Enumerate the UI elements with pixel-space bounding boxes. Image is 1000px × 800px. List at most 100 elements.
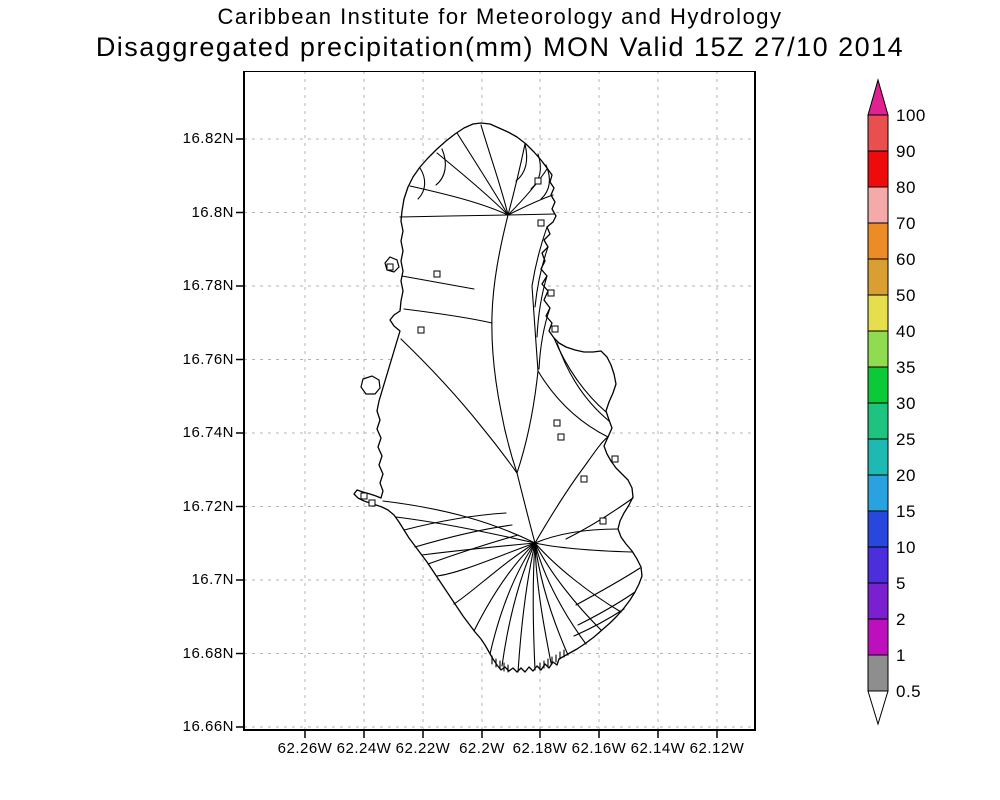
lon-label: 62.18W [512, 740, 568, 757]
colorbar-segment [867, 294, 889, 332]
watershed-boundary-line [534, 528, 619, 544]
watershed-boundary-line [534, 542, 552, 664]
watershed-boundary-line [414, 524, 513, 548]
watershed-boundary-line [534, 542, 602, 631]
colorbar-level-label: 70 [896, 214, 916, 233]
colorbar-level-label: 5 [896, 574, 906, 593]
watershed-boundary-line [480, 124, 509, 216]
colorbar-level-label: 10 [896, 538, 916, 557]
station-marker [417, 326, 425, 334]
colorbar-level-label: 2 [896, 610, 906, 629]
plot-title: Disaggregated precipitation(mm) MON Vali… [95, 32, 905, 62]
lon-label: 62.16W [571, 740, 627, 757]
map-panel [236, 71, 756, 738]
watershed-boundary-line [507, 143, 526, 216]
watershed-boundary-line [453, 542, 536, 605]
colorbar-level-label: 40 [896, 322, 916, 341]
station-marker [368, 499, 376, 507]
watershed-boundary-line [532, 542, 536, 671]
station-marker [537, 219, 545, 227]
watershed-boundary-line [573, 608, 625, 637]
watershed-boundary-line [491, 214, 518, 474]
watershed-boundary-line [473, 542, 536, 632]
station-marker [386, 263, 394, 271]
watershed-boundary-line [530, 153, 541, 190]
watershed-boundary-line [516, 370, 539, 474]
lon-label: 62.2W [459, 740, 505, 757]
colorbar-segment [867, 582, 889, 620]
colorbar-legend: 100 90 80 70 60 50 40 35 30 25 20 15 10 5 2 1 0.5 [867, 78, 926, 726]
colorbar-level-label: 0.5 [896, 682, 921, 701]
watershed-boundary-line [399, 213, 556, 218]
station-marker [547, 289, 555, 297]
watershed-boundary-line [540, 164, 550, 200]
watershed-boundary-line [534, 246, 549, 308]
watershed-boundary-line [516, 472, 536, 544]
lon-label: 62.22W [395, 740, 451, 757]
colorbar-segment [867, 654, 889, 692]
watershed-boundary-line [531, 226, 548, 287]
colorbar-level-label: 30 [896, 394, 916, 413]
station-marker [611, 455, 619, 463]
colorbar-segment [867, 186, 889, 224]
lat-label: 16.7N [191, 571, 234, 588]
colorbar-level-label: 35 [896, 358, 916, 377]
watershed-boundary-line [456, 132, 509, 216]
lon-label: 62.12W [689, 740, 745, 757]
map-frame-border [243, 71, 756, 731]
watershed-boundary-line [515, 143, 528, 182]
watershed-boundary-line [435, 148, 446, 186]
colorbar-level-label: 80 [896, 178, 916, 197]
station-marker [599, 517, 607, 525]
station-marker [433, 270, 441, 278]
watershed-boundary-line [417, 167, 426, 200]
watershed-boundary-line [538, 307, 551, 370]
colorbar-segment [867, 150, 889, 188]
watershed-boundary-line [400, 338, 518, 474]
colorbar-segment [867, 330, 889, 368]
lon-label: 62.24W [336, 740, 392, 757]
colorbar-segment [867, 618, 889, 656]
watershed-boundary-line [501, 542, 536, 667]
watershed-boundary-line [517, 542, 536, 673]
watershed-boundary-line [382, 500, 536, 544]
watershed-boundary-line [534, 542, 633, 553]
watershed-boundary-line [421, 542, 536, 556]
watershed-boundary-line [534, 542, 569, 656]
watershed-boundary-line [556, 342, 610, 422]
watershed-boundary-line [436, 542, 536, 577]
colorbar-segment [867, 510, 889, 548]
watershed-boundary-line [575, 567, 641, 606]
station-marker [553, 419, 561, 427]
station-marker [534, 177, 542, 185]
lat-label: 16.78N [182, 277, 234, 294]
watershed-boundary-line [403, 512, 507, 531]
colorbar-segment [867, 438, 889, 476]
colorbar-segment [867, 546, 889, 584]
watershed-boundary-line [507, 168, 548, 216]
colorbar-level-label: 100 [896, 106, 926, 125]
lat-label: 16.74N [182, 424, 234, 441]
colorbar-level-label: 60 [896, 250, 916, 269]
title-block: Caribbean Institute for Meteorology and … [0, 4, 1000, 63]
watershed-boundary-line [534, 542, 587, 645]
watershed-boundary-line [534, 436, 609, 544]
station-marker [580, 475, 588, 483]
colorbar-lower-arrow [867, 690, 889, 726]
watershed-boundary-line [489, 542, 536, 655]
colorbar-segment [867, 402, 889, 440]
lat-label: 16.82N [182, 130, 234, 147]
colorbar-segment [867, 366, 889, 404]
colorbar-level-label: 90 [896, 142, 916, 161]
institute-title: Caribbean Institute for Meteorology and … [217, 4, 783, 29]
colorbar-upper-arrow [867, 78, 889, 116]
colorbar-segment [867, 222, 889, 260]
lat-label: 16.66N [182, 718, 234, 735]
watershed-boundary-line [409, 185, 509, 216]
watershed-boundary-line [534, 542, 622, 613]
colorbar-level-label: 25 [896, 430, 916, 449]
lat-label: 16.68N [182, 644, 234, 662]
lat-label: 16.72N [182, 497, 234, 515]
lon-label: 62.14W [630, 740, 686, 757]
